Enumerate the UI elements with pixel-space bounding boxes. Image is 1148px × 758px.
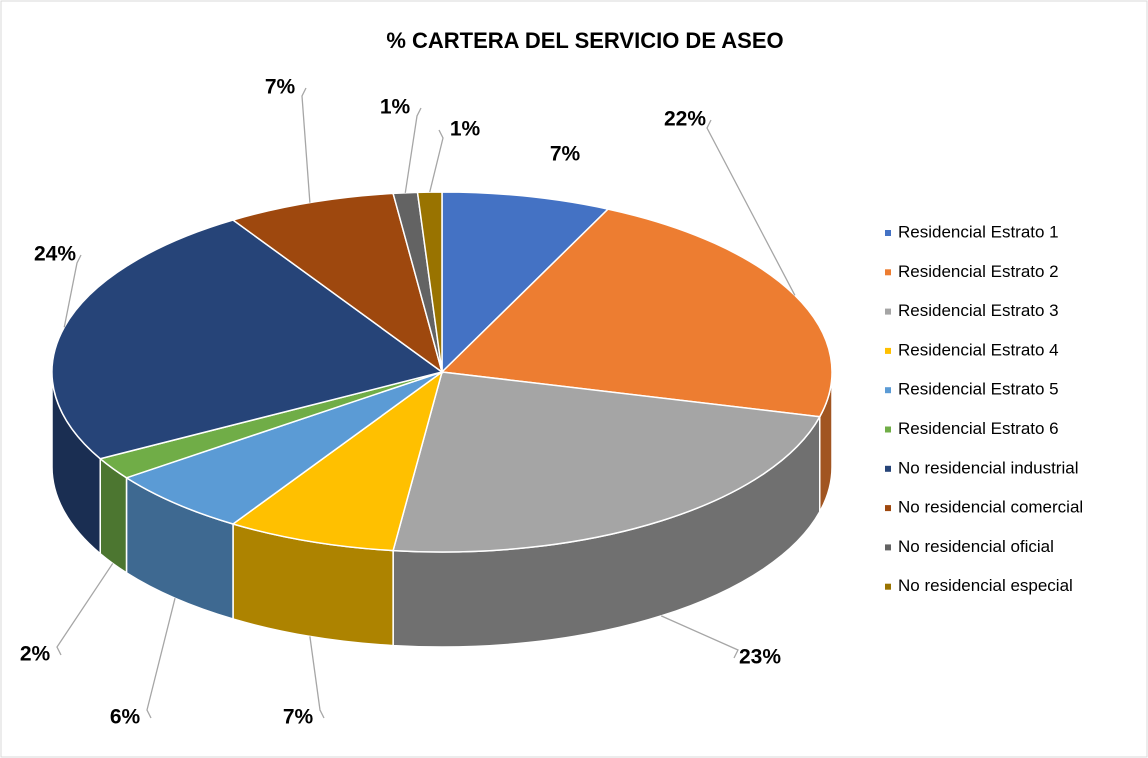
chart-title: % CARTERA DEL SERVICIO DE ASEO — [386, 28, 783, 53]
legend-swatch — [885, 308, 891, 315]
legend-label: Residencial Estrato 4 — [898, 340, 1059, 359]
pie-slice — [124, 371, 443, 525]
data-label: 1% — [380, 96, 411, 119]
legend-label: No residencial oficial — [898, 537, 1054, 556]
legend-swatch — [885, 230, 891, 236]
data-label: 23% — [739, 646, 781, 669]
legend-swatch — [885, 544, 891, 551]
legend-swatch — [885, 269, 891, 276]
legend-label: Residencial Estrato 6 — [898, 419, 1059, 438]
leader-line — [146, 598, 176, 719]
legend-swatch — [885, 583, 891, 590]
legend-label: Residencial Estrato 3 — [898, 301, 1059, 320]
legend-swatch — [885, 465, 891, 472]
legend-label: Residencial Estrato 2 — [898, 262, 1059, 281]
data-label: 7% — [550, 143, 581, 166]
legend-label: Residencial Estrato 1 — [898, 222, 1059, 241]
legend-label: No residencial industrial — [898, 458, 1078, 477]
legend-swatch — [885, 426, 891, 433]
data-label: 6% — [110, 706, 141, 729]
legend-swatch — [885, 387, 891, 394]
leader-line — [309, 636, 325, 719]
pie-tops — [51, 191, 833, 553]
data-label: 22% — [664, 108, 706, 131]
leader-line — [660, 615, 739, 659]
data-label: 24% — [34, 243, 76, 266]
legend-label: No residencial comercial — [898, 498, 1083, 517]
data-label: 7% — [265, 76, 296, 99]
legend-label: No residencial especial — [898, 576, 1073, 595]
leader-line — [301, 87, 311, 203]
data-label: 2% — [20, 643, 51, 666]
pie-slice — [231, 192, 444, 374]
leader-line — [56, 563, 114, 656]
legend-swatch — [885, 505, 891, 512]
leader-line — [429, 129, 444, 193]
leader-line — [706, 119, 796, 296]
legend-swatch — [885, 347, 891, 354]
pie-slice — [441, 191, 610, 374]
leader-line — [404, 107, 422, 193]
pie-slice — [231, 370, 444, 552]
legend-label: Residencial Estrato 5 — [898, 380, 1059, 399]
pie-slice — [51, 219, 444, 460]
data-label: 1% — [450, 118, 481, 141]
pie-slice — [392, 371, 821, 553]
leader-line — [63, 254, 82, 328]
data-label: 7% — [283, 706, 314, 729]
